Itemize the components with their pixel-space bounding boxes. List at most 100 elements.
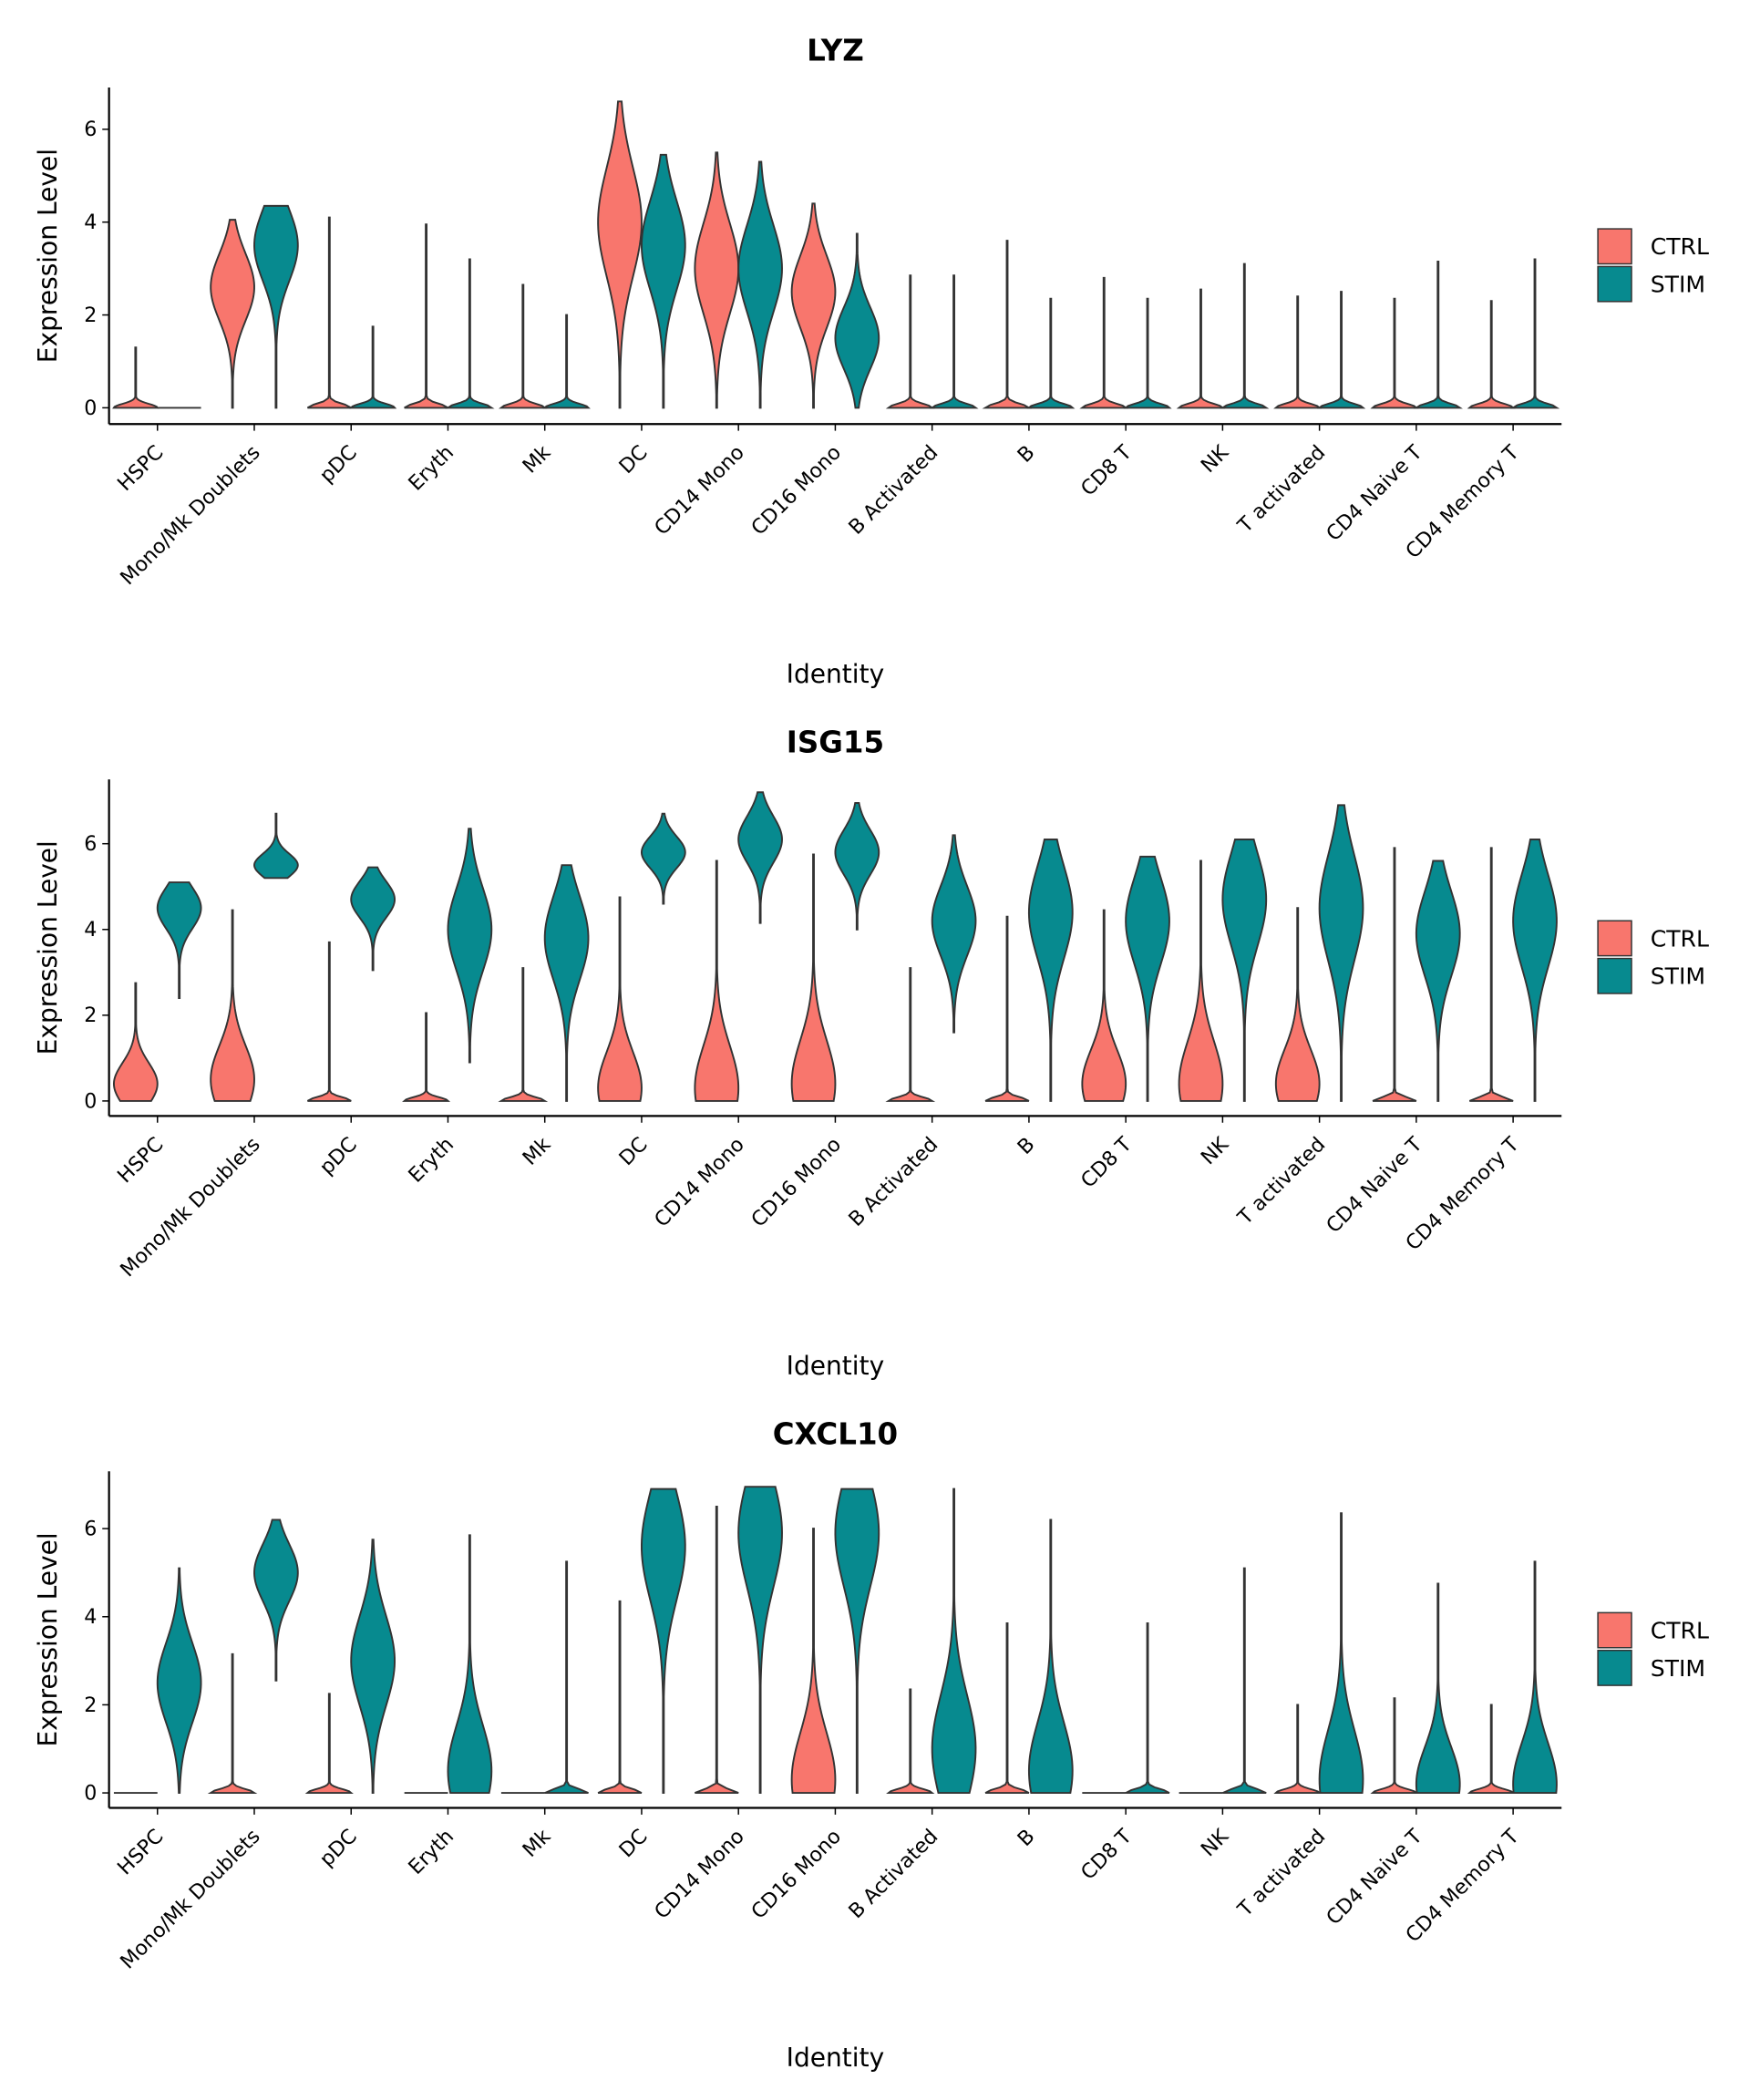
violin xyxy=(210,219,255,409)
violin xyxy=(1512,1560,1558,1795)
legend-key xyxy=(1597,265,1632,303)
x-axis-label: Identity xyxy=(787,2043,885,2073)
violin xyxy=(156,881,202,999)
x-tick-label: Mk xyxy=(518,1825,555,1862)
violin xyxy=(1318,1512,1364,1795)
violin xyxy=(984,915,1030,1102)
violin xyxy=(1512,839,1558,1102)
violin xyxy=(1370,1697,1419,1795)
violin xyxy=(1176,288,1226,409)
y-tick-label: 2 xyxy=(84,1004,97,1027)
violin xyxy=(350,866,396,972)
violin xyxy=(253,812,299,880)
violin xyxy=(1027,1518,1074,1795)
y-tick-label: 6 xyxy=(84,832,97,856)
x-tick-label: T activated xyxy=(1232,1133,1330,1230)
violin xyxy=(834,232,880,409)
violin xyxy=(1027,839,1074,1102)
violin xyxy=(1079,276,1129,409)
legend-key xyxy=(1597,1611,1632,1649)
x-tick-label: Eryth xyxy=(404,441,458,496)
x-tick-label: CD16 Mono xyxy=(746,1133,846,1232)
x-tick-label: NK xyxy=(1197,440,1234,478)
violin xyxy=(253,204,299,409)
y-axis-label: Expression Level xyxy=(33,149,63,363)
violin xyxy=(931,834,977,1034)
violin xyxy=(1468,847,1514,1102)
x-tick-label: pDC xyxy=(315,1133,362,1179)
legend-label: STIM xyxy=(1651,963,1705,990)
x-tick-label: CD8 T xyxy=(1076,1825,1137,1885)
violin xyxy=(790,853,837,1102)
x-tick-label: CD4 Naive T xyxy=(1322,1825,1427,1930)
violin xyxy=(641,1488,686,1795)
violin xyxy=(156,1567,202,1795)
x-tick-label: pDC xyxy=(315,1825,362,1871)
violin xyxy=(931,1488,977,1795)
x-tick-label: HSPC xyxy=(113,1133,168,1188)
violin xyxy=(1221,839,1268,1102)
y-axis-label: Expression Level xyxy=(33,1532,63,1746)
x-tick-label: B Activated xyxy=(844,1133,942,1231)
violin xyxy=(112,982,159,1102)
x-tick-label: HSPC xyxy=(113,441,168,496)
violin xyxy=(982,240,1033,409)
y-tick-label: 4 xyxy=(84,918,97,942)
violin xyxy=(1123,297,1172,409)
x-tick-label: DC xyxy=(614,1825,652,1862)
x-tick-label: CD4 Naive T xyxy=(1322,440,1427,546)
legend-label: CTRL xyxy=(1651,233,1709,260)
violin xyxy=(1372,847,1417,1102)
x-tick-label: CD8 T xyxy=(1076,1132,1137,1192)
violin xyxy=(543,864,590,1102)
violin xyxy=(445,258,495,409)
legend-key xyxy=(1597,920,1632,957)
violin xyxy=(542,314,591,409)
x-tick-label: DC xyxy=(614,441,652,479)
x-tick-label: B xyxy=(1013,1133,1039,1159)
x-tick-label: CD16 Mono xyxy=(746,1825,846,1924)
legend-key xyxy=(1597,228,1632,265)
x-tick-label: B Activated xyxy=(844,441,942,540)
x-tick-label: B xyxy=(1013,1825,1039,1851)
y-tick-label: 0 xyxy=(84,396,97,420)
violin xyxy=(694,151,740,409)
legend-label: STIM xyxy=(1651,271,1705,297)
legend-key xyxy=(1597,957,1632,994)
violin xyxy=(402,1012,451,1102)
violin xyxy=(1467,300,1516,409)
x-tick-label: DC xyxy=(614,1133,652,1170)
x-tick-label: CD14 Mono xyxy=(650,1133,749,1232)
x-tick-label: pDC xyxy=(315,441,362,488)
violin xyxy=(499,283,548,409)
violin xyxy=(695,1505,739,1795)
violin xyxy=(1370,297,1419,409)
x-tick-label: T activated xyxy=(1232,1825,1330,1922)
x-tick-label: CD4 Naive T xyxy=(1322,1132,1427,1238)
legend-label: CTRL xyxy=(1651,1617,1709,1643)
violin xyxy=(349,325,397,409)
violin xyxy=(1178,860,1224,1102)
y-tick-label: 6 xyxy=(84,118,97,141)
legend-label: STIM xyxy=(1651,1655,1705,1682)
violin xyxy=(984,1622,1030,1795)
violin xyxy=(253,1518,299,1682)
violin xyxy=(1509,258,1560,409)
violin xyxy=(1125,1622,1170,1795)
violin xyxy=(306,941,352,1102)
violin xyxy=(834,1488,880,1795)
violin xyxy=(790,202,837,409)
y-tick-label: 4 xyxy=(84,211,97,234)
violin xyxy=(1415,860,1461,1102)
x-tick-label: Eryth xyxy=(404,1825,458,1879)
violin xyxy=(597,896,643,1102)
y-tick-label: 2 xyxy=(84,304,97,327)
x-tick-label: NK xyxy=(1197,1132,1234,1169)
violin xyxy=(834,802,880,931)
y-tick-label: 0 xyxy=(84,1781,97,1805)
x-tick-label: CD8 T xyxy=(1076,440,1137,500)
violin xyxy=(498,967,549,1102)
